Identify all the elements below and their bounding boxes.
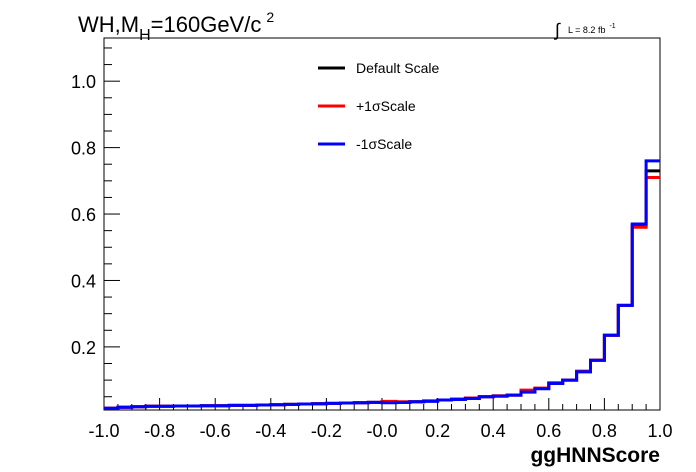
legend-label: +1σScale [356,98,416,114]
legend-label: -1σScale [356,136,412,152]
x-tick-label: 0.2 [425,421,450,441]
title-superscript: 2 [266,9,274,25]
lumi-text: L = 8.2 fb [568,25,605,35]
lumi-label: L = 8.2 fb -1 [568,23,616,35]
y-tick-label: 0.8 [71,139,96,159]
x-tick-label: -0.2 [311,421,342,441]
title-subscript: H [139,27,151,44]
x-tick-label: 1.0 [647,421,672,441]
y-tick-label: 1.0 [71,72,96,92]
x-tick-label: 0.6 [536,421,561,441]
title-rest: =160GeV/c [151,12,262,37]
lumi-integral: ∫ [553,20,561,40]
x-tick-label: -0.0 [366,421,397,441]
y-tick-label: 0.6 [71,205,96,225]
series-layer [104,159,660,410]
x-axis-title: ggHNNScore [530,444,660,467]
y-tick-label: 0.2 [71,338,96,358]
lumi-superscript: -1 [609,23,615,30]
title-main: WH,M [78,12,139,37]
y-axis: 0.2 0.4 0.6 0.8 1.0 [71,47,120,398]
chart-title: WH,MH=160GeV/c 2 [78,9,274,44]
legend-label: Default Scale [356,60,439,76]
x-tick-label: 0.4 [481,421,506,441]
x-tick-label: -0.4 [255,421,286,441]
legend: Default Scale +1σScale -1σScale [318,60,439,152]
y-tick-label: 0.4 [71,271,96,291]
x-tick-label: -0.6 [200,421,231,441]
series-line--1-scale [104,159,660,410]
x-tick-label: 0.8 [592,421,617,441]
x-tick-label: -0.8 [144,421,175,441]
x-tick-label: -1.0 [88,421,119,441]
